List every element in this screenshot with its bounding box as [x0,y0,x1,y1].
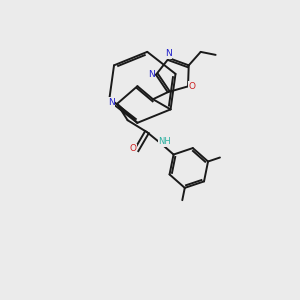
Text: N: N [165,49,172,58]
Text: O: O [188,82,195,91]
Text: N: N [148,70,154,79]
Text: N: N [108,98,115,107]
Text: NH: NH [158,137,171,146]
Text: O: O [130,144,136,153]
